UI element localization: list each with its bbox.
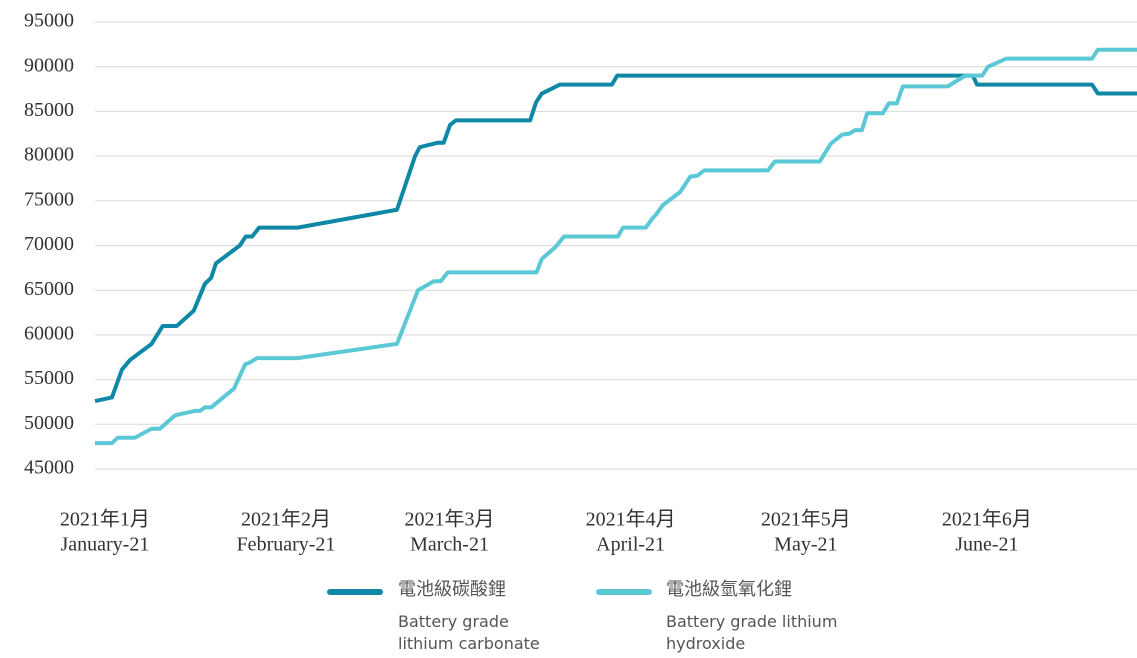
- x-tick-label: 2021年5月: [761, 508, 851, 531]
- y-tick-label: 70000: [24, 233, 74, 255]
- series-line: [95, 47, 1137, 446]
- x-tick-label: 2021年2月: [241, 508, 331, 531]
- x-tick-label: 2021年3月: [405, 508, 495, 531]
- legend-label: 電池級氫氧化鋰: [666, 579, 792, 600]
- x-tick-label: 2021年6月: [942, 508, 1032, 531]
- y-tick-label: 45000: [24, 457, 74, 479]
- x-tick-label: 2021年1月: [60, 508, 150, 531]
- x-tick-sublabel: May-21: [774, 534, 837, 556]
- y-tick-label: 85000: [24, 99, 74, 121]
- y-tick-label: 50000: [24, 412, 74, 434]
- y-tick-label: 75000: [24, 188, 74, 210]
- x-tick-sublabel: June-21: [955, 534, 1018, 556]
- legend-label: 電池級碳酸鋰: [398, 579, 506, 600]
- y-tick-label: 55000: [24, 367, 74, 389]
- legend-swatch: [327, 589, 383, 595]
- x-tick-sublabel: February-21: [237, 534, 336, 556]
- legend-label-en: Battery grade lithium carbonate: [398, 612, 540, 653]
- x-tick-label: 2021年4月: [586, 508, 676, 531]
- legend-entry: 電池級碳酸鋰 Battery grade lithium carbonate: [398, 579, 548, 655]
- y-tick-label: 95000: [24, 10, 74, 32]
- legend-swatch: [596, 589, 652, 595]
- legend-entry: 電池級氫氧化鋰 Battery grade lithium hydroxide: [666, 579, 871, 655]
- x-tick-sublabel: March-21: [410, 534, 489, 556]
- y-tick-label: 80000: [24, 144, 74, 166]
- x-tick-sublabel: January-21: [60, 534, 149, 556]
- y-tick-label: 90000: [24, 54, 74, 76]
- y-tick-label: 60000: [24, 322, 74, 344]
- y-tick-label: 65000: [24, 278, 74, 300]
- legend-label-en: Battery grade lithium hydroxide: [666, 612, 838, 653]
- series-line: [94, 73, 1137, 404]
- x-tick-sublabel: April-21: [596, 534, 665, 556]
